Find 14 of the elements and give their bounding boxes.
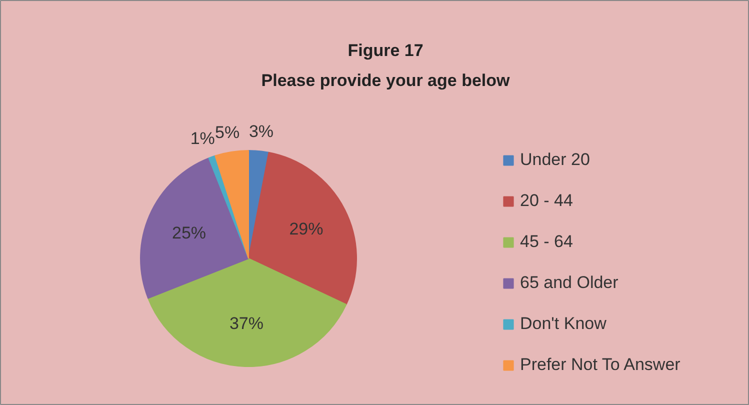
data-label: 25% (172, 223, 206, 242)
data-label: 29% (289, 220, 324, 239)
data-label: 37% (229, 314, 264, 333)
data-label: 1% (190, 129, 215, 148)
data-label: 5% (215, 123, 240, 142)
legend-label: 20 - 44 (520, 191, 573, 211)
chart-subtitle: Please provide your age below (261, 71, 511, 90)
chart-title: Figure 17 (348, 41, 424, 60)
legend-label: 45 - 64 (520, 232, 573, 252)
legend-label: Under 20 (520, 150, 590, 170)
data-label: 3% (248, 122, 274, 142)
legend-label: Don't Know (520, 314, 606, 334)
legend-label: 65 and Older (520, 273, 618, 293)
legend-label: Prefer Not To Answer (520, 355, 680, 375)
